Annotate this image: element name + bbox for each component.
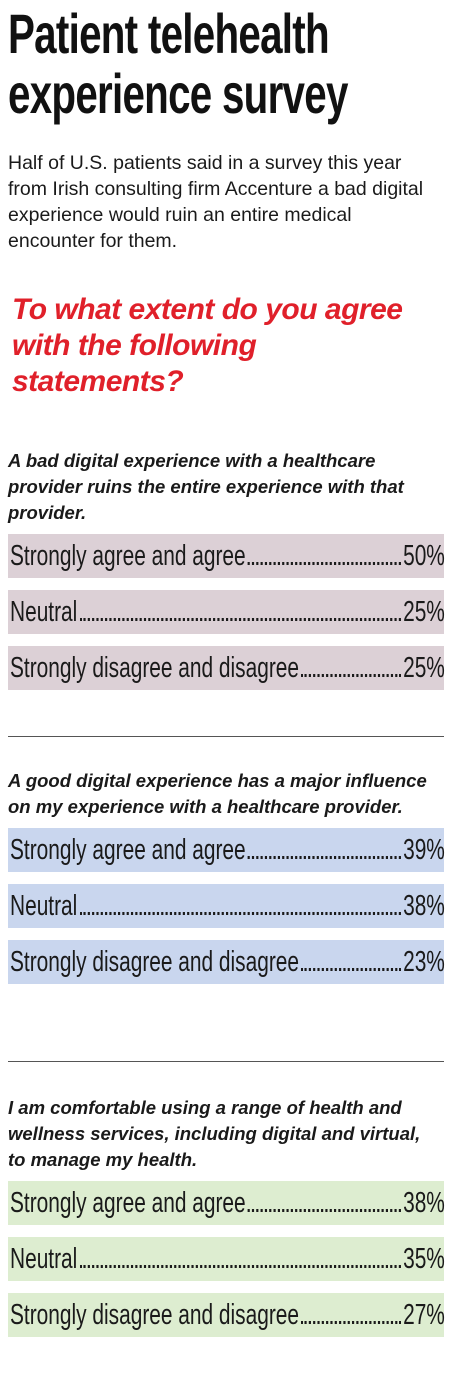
response-value: 27%	[403, 1299, 445, 1331]
response-row-background	[8, 1293, 444, 1337]
response-row-background	[8, 1237, 444, 1281]
statement-text: A good digital experience has a major in…	[8, 770, 427, 817]
dot-leader	[247, 534, 401, 565]
dot-leader	[247, 828, 401, 859]
statement-section-3: I am comfortable using a range of health…	[8, 1095, 445, 1349]
response-label: Neutral	[10, 596, 78, 628]
response-label: Strongly agree and agree	[10, 540, 246, 572]
response-label: Strongly agree and agree	[10, 834, 246, 866]
response-value: 23%	[403, 946, 445, 978]
response-value: 38%	[403, 1187, 445, 1219]
dot-leader	[247, 1181, 401, 1212]
response-row: Neutral 25%	[8, 590, 445, 634]
response-label: Neutral	[10, 890, 78, 922]
response-row: Strongly disagree and disagree 25%	[8, 646, 445, 690]
dot-leader	[79, 590, 401, 621]
statement-section-1: A bad digital experience with a healthca…	[8, 448, 445, 702]
response-label: Strongly disagree and disagree	[10, 1299, 300, 1331]
dot-leader	[301, 646, 401, 677]
response-rows: Strongly agree and agree 39% Neutral 38%…	[8, 828, 445, 984]
response-row-background	[8, 534, 444, 578]
statement-text: A bad digital experience with a healthca…	[8, 450, 404, 523]
intro-text: Half of U.S. patients said in a survey t…	[8, 152, 424, 252]
response-row: Neutral 38%	[8, 884, 445, 928]
response-label: Strongly agree and agree	[10, 1187, 246, 1219]
response-row-background	[8, 884, 444, 928]
statement-section-2: A good digital experience has a major in…	[8, 768, 445, 996]
response-value: 25%	[403, 652, 445, 684]
response-row-background	[8, 828, 444, 872]
section-divider	[8, 1061, 444, 1062]
statement-text: I am comfortable using a range of health…	[8, 1097, 421, 1170]
response-row: Strongly disagree and disagree 27%	[8, 1293, 445, 1337]
response-row: Strongly agree and agree 50%	[8, 534, 445, 578]
response-value: 35%	[403, 1243, 445, 1275]
section-divider	[8, 736, 444, 737]
response-label: Strongly disagree and disagree	[10, 946, 300, 978]
response-row: Strongly agree and agree 39%	[8, 828, 445, 872]
response-value: 38%	[403, 890, 445, 922]
response-row: Neutral 35%	[8, 1237, 445, 1281]
response-rows: Strongly agree and agree 50% Neutral 25%…	[8, 534, 445, 690]
response-label: Neutral	[10, 1243, 78, 1275]
dot-leader	[79, 884, 401, 915]
response-rows: Strongly agree and agree 38% Neutral 35%…	[8, 1181, 445, 1337]
dot-leader	[79, 1237, 401, 1268]
response-value: 39%	[403, 834, 445, 866]
question-heading: To what extent do you agree with the fol…	[12, 293, 403, 398]
response-row: Strongly agree and agree 38%	[8, 1181, 445, 1225]
dot-leader	[301, 1293, 401, 1324]
response-row-background	[8, 590, 444, 634]
response-value: 25%	[403, 596, 445, 628]
response-value: 50%	[403, 540, 445, 572]
response-row-background	[8, 1181, 444, 1225]
response-row: Strongly disagree and disagree 23%	[8, 940, 445, 984]
response-row-background	[8, 646, 444, 690]
response-label: Strongly disagree and disagree	[10, 652, 300, 684]
response-row-background	[8, 940, 444, 984]
dot-leader	[301, 940, 401, 971]
page-title: Patient telehealth experience survey	[8, 2, 348, 125]
